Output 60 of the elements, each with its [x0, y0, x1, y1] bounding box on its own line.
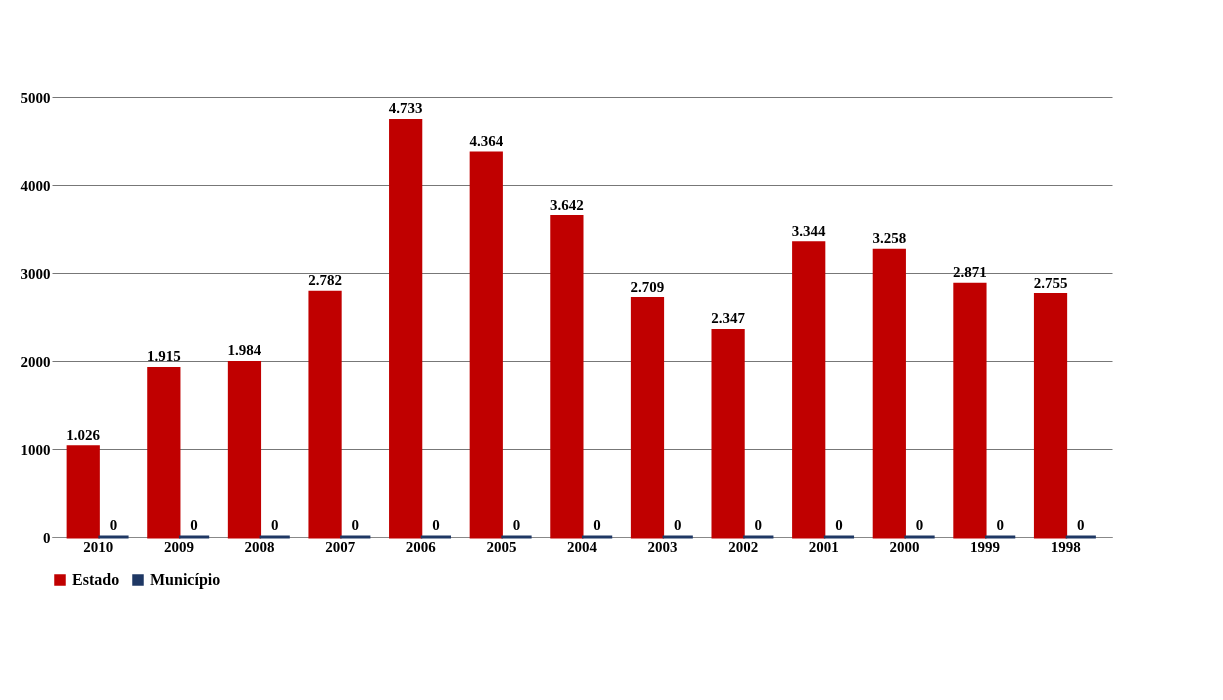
data-label: 0 — [673, 517, 682, 533]
data-label: 0 — [109, 517, 118, 533]
bar — [66, 445, 100, 539]
data-label: 0 — [593, 517, 601, 533]
data-label: 3.258 — [872, 230, 907, 247]
data-label: 0 — [1077, 517, 1085, 533]
bar — [147, 366, 181, 539]
data-label: 1.984 — [227, 342, 262, 359]
bar — [872, 248, 906, 539]
legend-label: Estado — [72, 571, 120, 588]
data-label: 0 — [915, 517, 924, 533]
x-tick-label: 2007 — [325, 538, 356, 555]
bar — [308, 290, 342, 539]
bar — [953, 282, 987, 539]
data-label: 0 — [512, 517, 521, 533]
bar — [792, 241, 826, 539]
y-tick-label: 4000 — [20, 177, 51, 194]
data-label: 0 — [190, 517, 198, 533]
data-label: 2.347 — [711, 310, 746, 327]
bar — [227, 360, 262, 539]
x-tick-label: 2008 — [244, 538, 275, 555]
data-label: 2.755 — [1033, 274, 1068, 291]
y-tick-label: 2000 — [20, 353, 51, 370]
x-tick-label: 2009 — [163, 538, 194, 555]
bar — [630, 297, 665, 539]
data-label: 1.026 — [66, 426, 101, 443]
x-tick-label: 2006 — [405, 538, 437, 555]
x-tick-label: 2004 — [567, 538, 598, 555]
data-label: 3.344 — [791, 222, 827, 239]
x-tick-label: 2000 — [889, 538, 920, 555]
data-label: 2.871 — [953, 264, 987, 281]
bar — [550, 215, 584, 539]
legend-label: Município — [150, 571, 221, 589]
y-tick-label: 3000 — [20, 265, 51, 282]
data-label: 0 — [754, 517, 763, 533]
data-label: 4.364 — [469, 132, 504, 149]
data-label: 1.915 — [146, 348, 181, 365]
data-label: 0 — [432, 517, 440, 533]
x-tick-label: 2003 — [647, 538, 678, 555]
y-tick-label: 0 — [43, 529, 51, 546]
data-label: 0 — [835, 517, 843, 533]
y-tick-label: 1000 — [20, 441, 51, 458]
y-tick-label: 5000 — [20, 89, 51, 106]
x-tick-label: 1999 — [970, 538, 1001, 555]
data-label: 4.733 — [388, 100, 423, 117]
data-label: 0 — [996, 517, 1004, 533]
x-tick-label: 2005 — [486, 538, 517, 555]
data-label: 2.709 — [630, 278, 665, 295]
bar — [469, 151, 503, 539]
x-tick-label: 2002 — [728, 538, 759, 555]
x-tick-label: 2010 — [83, 538, 114, 555]
x-tick-label: 2001 — [808, 538, 839, 555]
data-label: 3.642 — [550, 196, 584, 213]
bar — [711, 328, 745, 539]
data-label: 0 — [351, 517, 360, 533]
x-tick-label: 1998 — [1050, 538, 1081, 555]
bar — [389, 119, 423, 539]
data-label: 0 — [270, 517, 279, 533]
bar — [1033, 293, 1068, 539]
data-label: 2.782 — [308, 272, 342, 289]
